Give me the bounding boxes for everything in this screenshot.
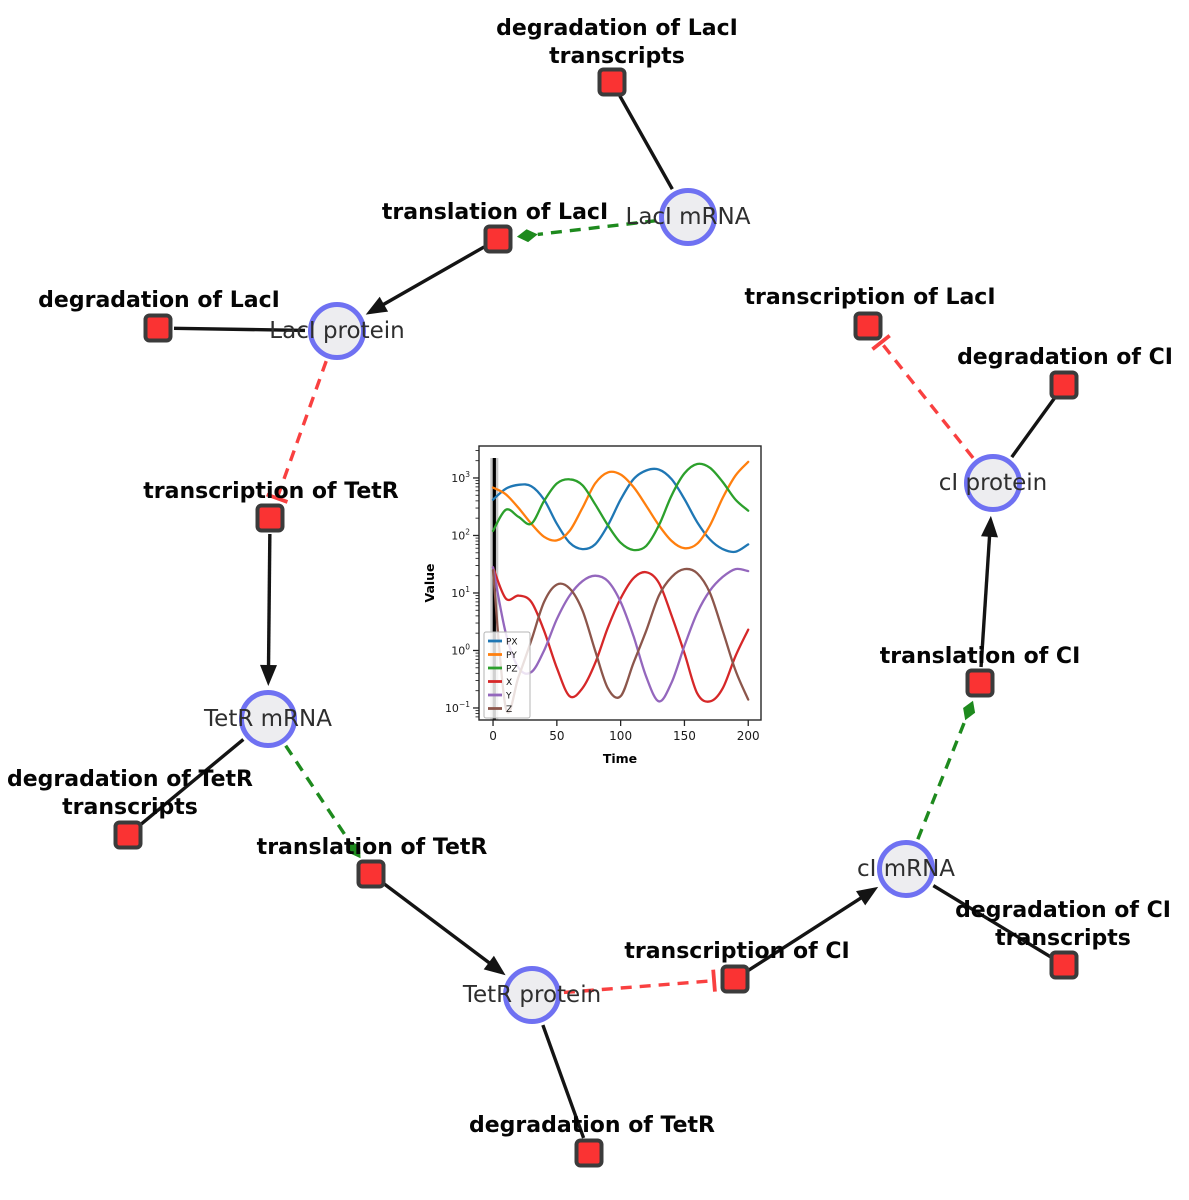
edge-laci-protein-to-degradation-laci [173, 326, 306, 333]
legend-label-z: Z [506, 705, 512, 715]
edge-ci-mrna-to-translation-ci [916, 700, 976, 840]
edge-translation-laci-to-laci-protein [365, 245, 485, 315]
edge-ci-mrna-to-degradation-ci-transcripts [932, 884, 1052, 959]
legend-label-y: Y [505, 692, 512, 702]
production-arrowhead [856, 886, 879, 906]
inhibition-tbar [266, 492, 289, 504]
legend-label-x: X [506, 678, 512, 688]
edge-transcription-tetr-to-tetr-mrna [260, 533, 277, 686]
edge-laci-mrna-to-degradation-laci-transcripts [618, 95, 674, 190]
edge-tetr-mrna-to-translation-tetr [284, 744, 361, 859]
chart-series-y [491, 566, 750, 703]
legend-label-py: PY [506, 651, 517, 661]
y-tick-label: 101 [451, 585, 470, 600]
modifier-diamond-arrowhead [348, 840, 361, 859]
modifier-diamond-arrowhead [516, 229, 538, 243]
edge-translation-ci-to-ci-protein [979, 515, 998, 668]
edge-laci-mrna-to-translation-laci [516, 218, 657, 243]
edge-tetr-mrna-to-degradation-tetr-transcripts [139, 738, 245, 827]
inset-timeseries-chart: 0 50 100 150 200 10−1 100 101 102 103 Time Value PX P… [420, 435, 785, 770]
x-tick-label: 50 [549, 729, 564, 743]
modifier-diamond-arrowhead [963, 700, 976, 721]
production-arrowhead [483, 955, 506, 976]
edge-ci-protein-to-transcription-laci [871, 334, 975, 460]
edge-transcription-ci-to-ci-mrna [747, 886, 879, 972]
production-arrowhead [365, 296, 389, 315]
x-tick-label: 0 [489, 729, 497, 743]
production-arrowhead [260, 664, 277, 686]
production-arrowhead [981, 515, 998, 538]
edge-tetr-protein-to-degradation-tetr [541, 1024, 586, 1139]
edge-tetr-protein-to-transcription-ci [563, 969, 717, 995]
chart-y-axis-label: Value [422, 563, 437, 602]
y-tick-label: 103 [451, 470, 470, 485]
chart-curves [491, 460, 750, 714]
chart-series-px [491, 467, 750, 554]
x-tick-label: 100 [609, 729, 632, 743]
chart-axes: 0 50 100 150 200 10−1 100 101 102 103 [445, 450, 760, 743]
edge-ci-protein-to-degradation-ci [1010, 396, 1056, 459]
inset-chart-svg: 0 50 100 150 20010−1100101102103TimeValuePXP… [422, 445, 762, 766]
y-tick-label: 100 [451, 642, 470, 657]
edge-translation-tetr-to-tetr-protein [382, 882, 506, 976]
chart-series-pz [491, 462, 750, 552]
chart-series-py [491, 460, 750, 550]
inhibition-tbar [711, 969, 717, 992]
x-tick-label: 200 [737, 729, 760, 743]
chart-x-axis-label: Time [603, 751, 637, 766]
inhibition-tbar [871, 334, 891, 351]
y-tick-label: 10−1 [445, 700, 470, 715]
y-tick-label: 102 [451, 527, 470, 542]
chart-series-z [491, 567, 750, 714]
legend-label-px: PX [506, 638, 518, 648]
legend-label-pz: PZ [506, 665, 518, 675]
x-tick-label: 150 [673, 729, 696, 743]
edge-laci-protein-to-transcription-tetr [266, 360, 328, 504]
chart-series-x [491, 566, 750, 703]
chart-legend: PX PY PZ XYZ [483, 631, 531, 719]
